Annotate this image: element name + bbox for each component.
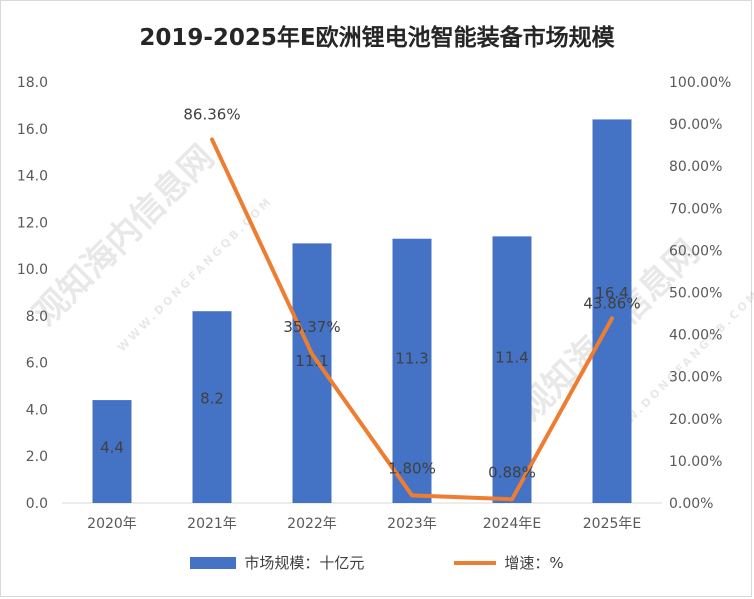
y-right-tick-label: 80.00% [669,159,722,175]
bar-data-label: 11.3 [395,350,428,368]
chart-title: 2019-2025年E欧洲锂电池智能装备市场规模 [139,25,615,51]
line-data-label: 43.86% [583,294,640,312]
y-left-tick-label: 4.0 [26,402,48,418]
growth-line [210,137,614,502]
y-right-tick-label: 20.00% [669,412,722,428]
y-left-tick-label: 12.0 [17,215,48,231]
legend-item-bar: 市场规模：十亿元 [190,552,364,573]
bar [92,400,132,503]
y-left-tick-label: 2.0 [26,449,48,465]
legend-item-line: 增速：% [454,552,564,573]
bar [392,238,432,503]
y-right-tick-label: 100.00% [669,75,731,91]
bar-data-label: 4.4 [100,438,124,456]
y-right-tick-label: 70.00% [669,201,722,217]
legend-label-line: 增速：% [504,554,564,572]
y-right-tick-label: 40.00% [669,328,722,344]
y-right-tick-label: 60.00% [669,243,722,259]
x-tick-label: 2024年E [483,516,541,532]
y-left-tick-label: 14.0 [17,169,48,185]
x-tick-label: 2022年 [287,516,337,532]
bar-data-label: 8.2 [200,390,224,408]
bar [592,119,632,503]
line-data-label: 1.80% [388,459,436,477]
line-data-label: 86.36% [183,105,240,123]
y-left-tick-label: 18.0 [17,75,48,91]
y-left-tick-label: 8.0 [26,309,48,325]
x-tick-label: 2025年E [583,516,641,532]
y-right-tick-label: 10.00% [669,454,722,470]
y-right-tick-label: 0.00% [669,496,713,512]
bar-data-label: 11.4 [495,348,528,366]
legend: 市场规模：十亿元 增速：% [0,552,754,573]
legend-label-bar: 市场规模：十亿元 [244,554,365,572]
y-left-tick-label: 0.0 [26,496,48,512]
y-right-tick-label: 30.00% [669,370,722,386]
y-right-tick-label: 50.00% [669,286,722,302]
bar [492,236,532,503]
bar [192,311,232,503]
legend-swatch-bar [190,556,237,569]
x-tick-label: 2020年 [87,516,137,532]
y-right-tick-label: 90.00% [669,117,722,133]
y-left-tick-label: 10.0 [17,262,48,278]
line-data-label: 35.37% [283,318,340,336]
y-left-tick-label: 16.0 [17,122,48,138]
y-left-tick-label: 6.0 [26,356,48,372]
legend-swatch-line [454,560,497,565]
line-data-label: 0.88% [488,463,536,481]
x-tick-label: 2021年 [187,516,237,532]
x-tick-label: 2023年 [387,516,437,532]
bar-data-label: 16.4 [595,284,628,302]
